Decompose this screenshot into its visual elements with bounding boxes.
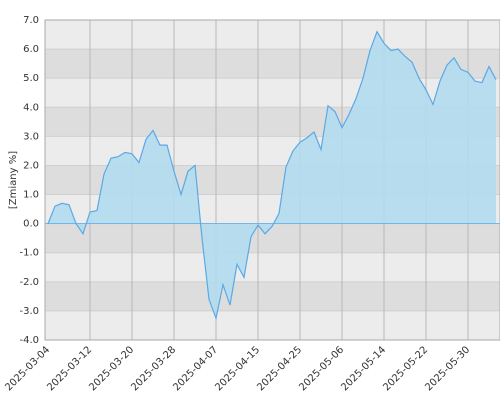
band [45, 20, 500, 50]
y-tick-label: 0.0 [23, 219, 39, 230]
y-tick-label: -2.0 [19, 277, 39, 288]
line [47, 30, 497, 321]
y-tick-label: -3.0 [19, 306, 39, 317]
band [45, 281, 500, 311]
x-tick-label: 2025-05-30 [423, 344, 472, 393]
y-tick-label: -1.0 [19, 248, 39, 259]
band [45, 310, 500, 340]
y-tick-label: 3.0 [23, 131, 39, 142]
band [45, 252, 500, 282]
band [45, 223, 500, 253]
y-axis-label: [Zmiany %] [8, 151, 19, 209]
y-tick-label: 2.0 [23, 160, 39, 171]
y-tick-label: 5.0 [23, 73, 39, 84]
y-tick-label: 6.0 [23, 44, 39, 55]
y-tick-label: 4.0 [23, 102, 39, 113]
plot-border [44, 19, 500, 341]
band [45, 49, 500, 79]
y-tick-label: 7.0 [23, 15, 39, 26]
area [48, 31, 496, 319]
y-tick-label: 1.0 [23, 190, 39, 201]
y-tick-label: -4.0 [19, 335, 39, 346]
